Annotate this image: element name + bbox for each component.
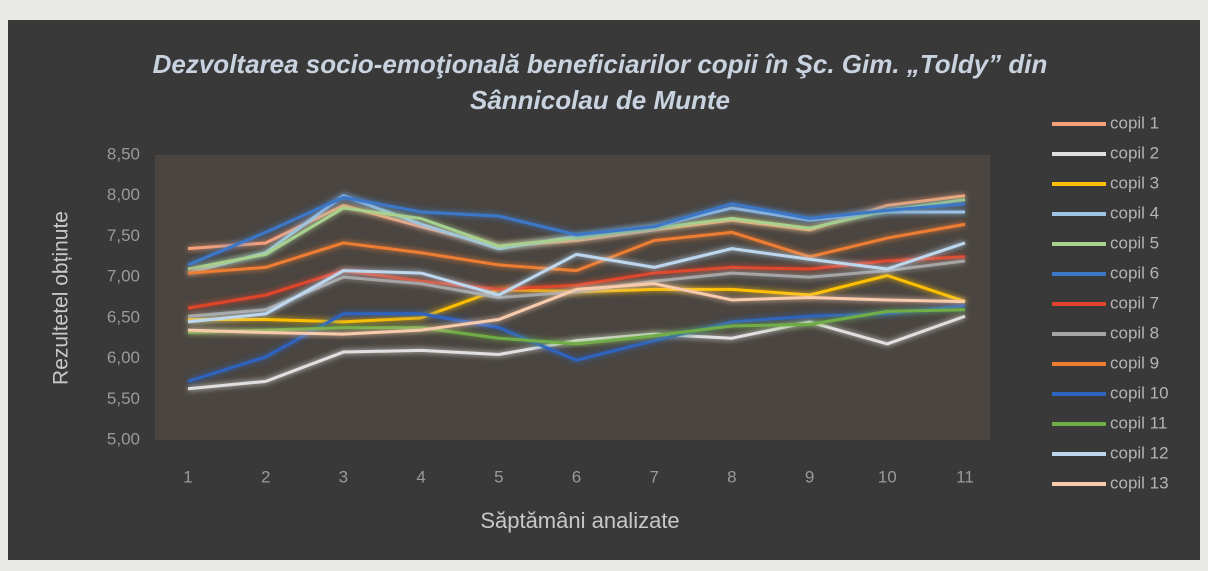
y-tick-label: 5,00 [107,429,140,448]
x-tick-label: 10 [878,467,897,486]
series-line [187,194,965,275]
x-tick-label: 7 [649,467,658,486]
x-tick-label: 8 [727,467,736,486]
series-line [187,282,966,336]
legend-label: copil 13 [1110,473,1169,492]
series-line [187,259,966,318]
x-tick-label: 4 [416,467,425,486]
x-tick-label: 5 [494,467,503,486]
y-tick-label: 7,00 [107,267,140,286]
series-line [187,308,966,346]
legend-label: copil 2 [1110,143,1159,162]
y-tick-label: 6,50 [107,307,140,326]
legend-label: copil 3 [1110,173,1159,192]
legend-label: copil 8 [1110,323,1159,342]
series-line [187,255,966,310]
series-line [187,195,966,267]
plot-area [155,155,990,440]
x-tick-label: 2 [261,467,270,486]
x-tick-label: 9 [805,467,814,486]
y-tick-label: 7,50 [107,226,140,245]
legend-label: copil 5 [1110,233,1159,252]
series-line [187,241,966,324]
legend-label: copil 1 [1110,113,1159,132]
y-tick-label: 8,00 [107,185,140,204]
x-axis-title: Săptămâni analizate [480,508,679,533]
series-line [187,198,966,271]
x-tick-label: 6 [572,467,581,486]
legend-label: copil 6 [1110,263,1159,282]
y-tick-label: 8,50 [107,144,140,163]
y-axis-title: Rezultetel obținute [50,211,73,385]
x-tick-label: 11 [956,467,974,486]
x-tick-label: 1 [183,467,192,486]
x-tick-label: 3 [339,467,348,486]
y-tick-label: 5,50 [107,389,140,408]
legend-label: copil 11 [1110,413,1167,432]
chart-title: Dezvoltarea socio-emoţională beneficiari… [152,49,1048,115]
legend-label: copil 9 [1110,353,1159,372]
series-line [187,222,966,275]
legend-label: copil 4 [1110,203,1159,222]
legend-label: copil 7 [1110,293,1159,312]
series-line [187,314,966,391]
legend-label: copil 10 [1110,383,1169,402]
y-tick-label: 6,00 [107,348,140,367]
legend-label: copil 12 [1110,443,1169,462]
